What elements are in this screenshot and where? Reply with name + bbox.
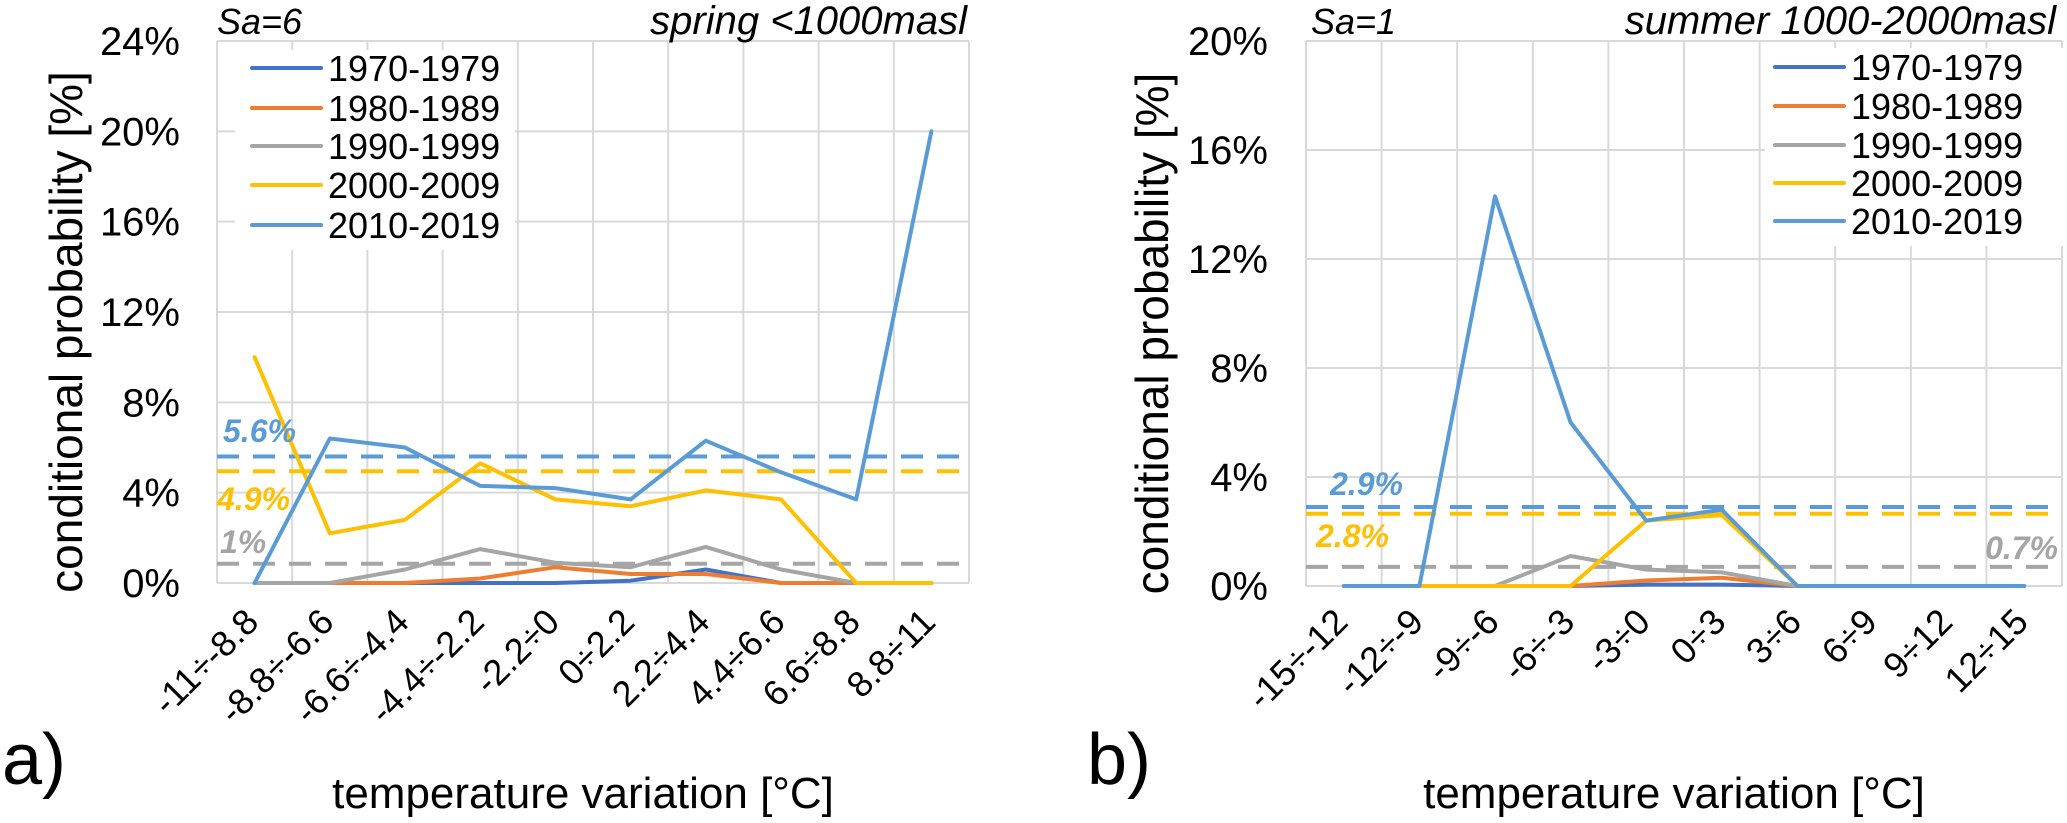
- series-line-2000-2009: [252, 355, 934, 585]
- mean-label: 4.9%: [216, 481, 290, 517]
- y-tick-label: 16%: [100, 201, 180, 245]
- y-tick-label: 8%: [1210, 347, 1268, 391]
- y-tick-label: 12%: [100, 291, 180, 335]
- legend-background: [235, 50, 515, 250]
- y-tick-label: 0%: [122, 562, 180, 606]
- legend-label: 1970-1979: [328, 48, 500, 89]
- chart-title: summer 1000-2000masl: [1625, 0, 2057, 43]
- x-tick-label: -3÷0: [1578, 601, 1658, 681]
- x-tick-label: 6÷9: [1813, 601, 1884, 672]
- x-tick-label: -6÷-3: [1494, 601, 1582, 689]
- x-tick-label: -2.2÷0: [466, 601, 567, 702]
- legend-label: 1980-1989: [328, 88, 500, 129]
- mean-label: 5.6%: [223, 413, 296, 449]
- legend-label: 2000-2009: [1851, 163, 2023, 204]
- series-line-1980-1989: [252, 565, 934, 585]
- x-tick-label: 12÷15: [1936, 601, 2036, 701]
- series-line-1980-1989: [1568, 575, 1800, 588]
- x-axis-label: temperature variation [°C]: [332, 769, 834, 818]
- legend-label: 2010-2019: [1851, 201, 2023, 242]
- series-line-2010-2019: [1341, 194, 2027, 588]
- mean-label: 2.8%: [1315, 518, 1389, 554]
- x-tick-label: -12÷-9: [1329, 601, 1431, 703]
- x-tick-label: 3÷6: [1738, 601, 1809, 672]
- series-line-1990-1999: [252, 544, 934, 585]
- y-tick-label: 20%: [1188, 20, 1268, 64]
- legend-label: 1990-1999: [328, 126, 500, 167]
- y-tick-label: 12%: [1188, 238, 1268, 282]
- legend-label: 1970-1979: [1851, 47, 2023, 88]
- panel-label: b): [1087, 720, 1151, 800]
- y-tick-label: 8%: [122, 381, 180, 425]
- legend-label: 2010-2019: [328, 205, 500, 246]
- subtitle-sa: Sa=1: [1311, 1, 1396, 42]
- x-axis-label: temperature variation [°C]: [1423, 769, 1925, 818]
- panel-label: a): [2, 720, 66, 800]
- y-tick-label: 24%: [100, 20, 180, 64]
- x-tick-label: -9÷-6: [1418, 601, 1506, 689]
- y-tick-label: 4%: [122, 472, 180, 516]
- mean-label: 1%: [220, 524, 266, 560]
- legend-label: 1990-1999: [1851, 125, 2023, 166]
- y-axis-label: conditional probability [%]: [1126, 73, 1178, 595]
- series-line-1970-1979: [1568, 582, 1800, 588]
- series-line-2010-2019: [252, 129, 934, 585]
- x-tick-label: 0÷3: [1662, 601, 1733, 672]
- chart-panel-a: 0%4%8%12%16%20%24%-11÷-8.8-8.8÷-6.6-6.6÷…: [2, 0, 970, 818]
- y-tick-label: 4%: [1210, 456, 1268, 500]
- series-line-2000-2009: [1417, 513, 1800, 588]
- y-tick-label: 0%: [1210, 565, 1268, 609]
- y-tick-label: 16%: [1188, 129, 1268, 173]
- subtitle-sa: Sa=6: [217, 1, 303, 42]
- legend-label: 1980-1989: [1851, 86, 2023, 127]
- x-tick-label: -15÷-12: [1239, 601, 1356, 718]
- series-line-1990-1999: [1493, 554, 1800, 588]
- mean-label: 0.7%: [1985, 530, 2058, 566]
- chart-panel-b: 0% 4% 8% 12% 16% 20% -15÷-12-12÷-9-9÷-6-6÷-3-3…: [1087, 0, 2065, 818]
- y-tick-label: 20%: [100, 110, 180, 154]
- y-axis-label: conditional probability [%]: [40, 71, 92, 593]
- mean-label: 2.9%: [1329, 466, 1403, 502]
- legend-label: 2000-2009: [328, 165, 500, 206]
- chart-title: spring <1000masl: [650, 0, 968, 43]
